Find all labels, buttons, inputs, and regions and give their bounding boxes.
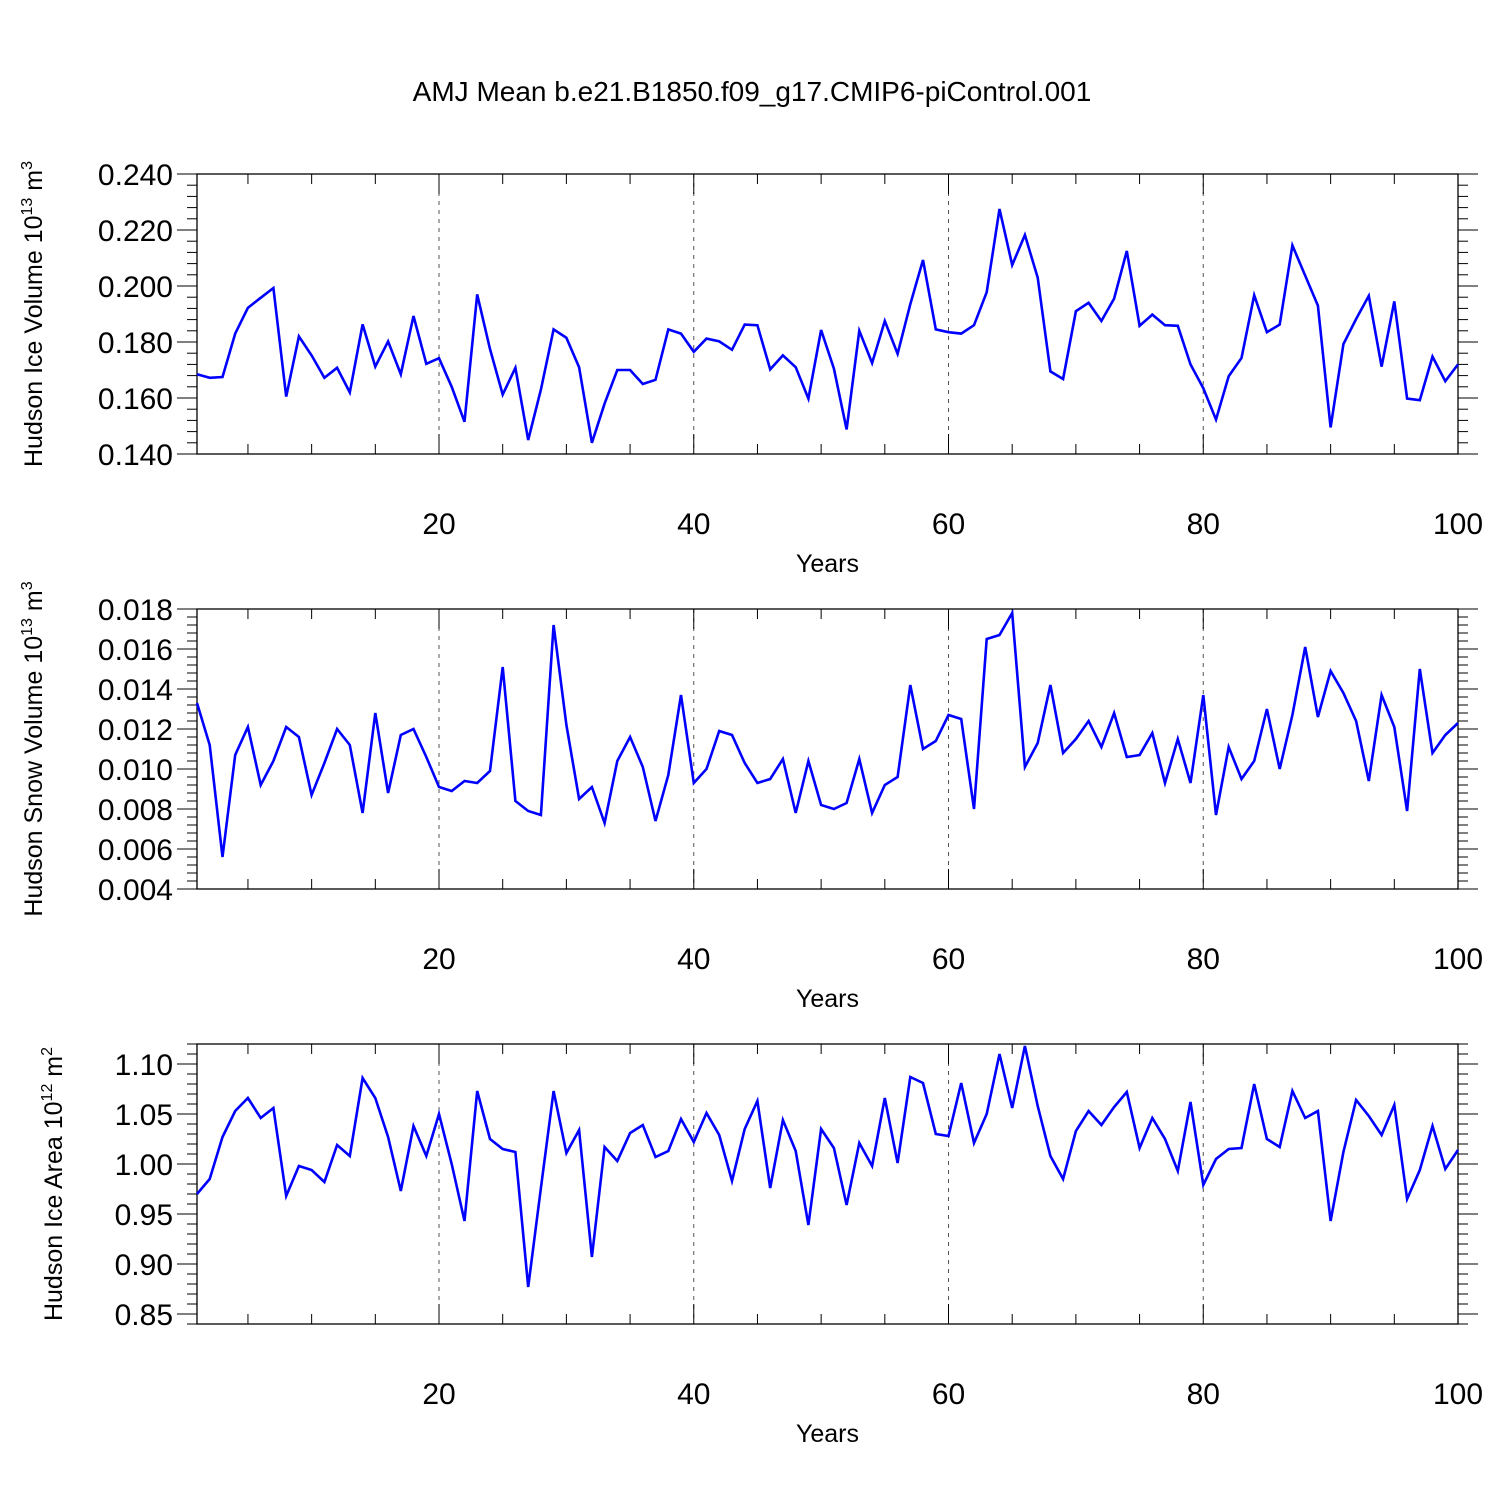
y-tick-label: 0.220 xyxy=(98,215,173,248)
y-axis-title-text: Hudson Ice Area 10 xyxy=(40,1101,68,1321)
x-tick-label: 60 xyxy=(932,943,965,976)
y-axis-title-text: Hudson Snow Volume 10 xyxy=(20,636,48,917)
panel-2: 0.004 0.006 0.008 0.010 0.012 0.014 0.016 0.018… xyxy=(19,581,1483,1013)
x-axis-title: Years xyxy=(796,550,859,578)
y-tick-label: 0.010 xyxy=(98,754,173,787)
y-tick-label: 0.008 xyxy=(98,794,173,827)
plot-frame xyxy=(196,173,1459,455)
x-tick-label: 40 xyxy=(677,1378,710,1411)
y-axis-title-superscript: 3 xyxy=(19,161,36,170)
chart-title: AMJ Mean b.e21.B1850.f09_g17.CMIP6-piCon… xyxy=(413,76,1092,107)
x-tick-label: 60 xyxy=(932,508,965,541)
x-tick-label: 40 xyxy=(677,943,710,976)
y-axis-title: Hudson Ice Area 1012 m2 xyxy=(39,1047,68,1321)
y-tick-label: 0.014 xyxy=(98,674,173,707)
y-axis-title: Hudson Snow Volume 1013 m3 xyxy=(19,581,48,916)
x-tick-label: 100 xyxy=(1433,1378,1483,1411)
y-tick-label: 0.004 xyxy=(98,874,173,907)
plot-frame xyxy=(196,1043,1459,1325)
x-tick-label: 20 xyxy=(422,508,455,541)
y-tick-label: 0.012 xyxy=(98,714,173,747)
y-tick-label: 0.180 xyxy=(98,327,173,360)
x-tick-label: 60 xyxy=(932,1378,965,1411)
y-axis-title-superscript: 13 xyxy=(19,618,36,636)
y-tick-label: 0.018 xyxy=(98,594,173,627)
y-tick-label: 0.006 xyxy=(98,834,173,867)
x-tick-label: 80 xyxy=(1187,1378,1220,1411)
y-tick-label: 0.240 xyxy=(98,159,173,192)
x-tick-label: 100 xyxy=(1433,943,1483,976)
y-axis-title-superscript: 2 xyxy=(39,1047,56,1056)
y-tick-label: 0.90 xyxy=(115,1249,173,1282)
x-axis-title: Years xyxy=(796,1420,859,1448)
series-line xyxy=(195,608,1459,858)
y-axis-title: Hudson Ice Volume 1013 m3 xyxy=(19,161,48,467)
y-axis-title-superscript: 12 xyxy=(39,1084,56,1102)
y-axis-title-superscript: 3 xyxy=(19,581,36,590)
x-tick-label: 40 xyxy=(677,508,710,541)
y-tick-label: 1.05 xyxy=(115,1099,173,1132)
series-line xyxy=(196,1045,1460,1288)
y-tick-label: 0.016 xyxy=(98,634,173,667)
y-axis-title-text: m xyxy=(40,1056,68,1084)
y-axis-title-text: m xyxy=(20,170,48,198)
y-axis-title-text: Hudson Ice Volume 10 xyxy=(20,215,48,467)
x-tick-label: 80 xyxy=(1187,508,1220,541)
x-tick-label: 80 xyxy=(1187,943,1220,976)
x-tick-label: 20 xyxy=(422,1378,455,1411)
y-tick-label: 1.00 xyxy=(115,1149,173,1182)
x-axis-title: Years xyxy=(796,985,859,1013)
y-tick-label: 0.140 xyxy=(98,439,173,472)
y-axis-title-text: m xyxy=(20,590,48,618)
y-tick-label: 1.10 xyxy=(115,1049,173,1082)
series-line xyxy=(196,208,1460,444)
y-tick-label: 0.200 xyxy=(98,271,173,304)
y-axis-title-superscript: 13 xyxy=(19,198,36,216)
plot-frame xyxy=(196,608,1459,890)
y-tick-label: 0.95 xyxy=(115,1199,173,1232)
y-tick-label: 0.160 xyxy=(98,383,173,416)
y-tick-label: 0.85 xyxy=(115,1299,173,1332)
x-tick-label: 100 xyxy=(1433,508,1483,541)
panel-3: 0.85 0.90 0.95 1.00 1.05 1.10 20 40 60 80 100 Years… xyxy=(39,1043,1483,1448)
x-tick-label: 20 xyxy=(422,943,455,976)
panel-1: 0.140 0.160 0.180 0.200 0.220 0.240 20 40 60 80 10… xyxy=(19,159,1483,578)
